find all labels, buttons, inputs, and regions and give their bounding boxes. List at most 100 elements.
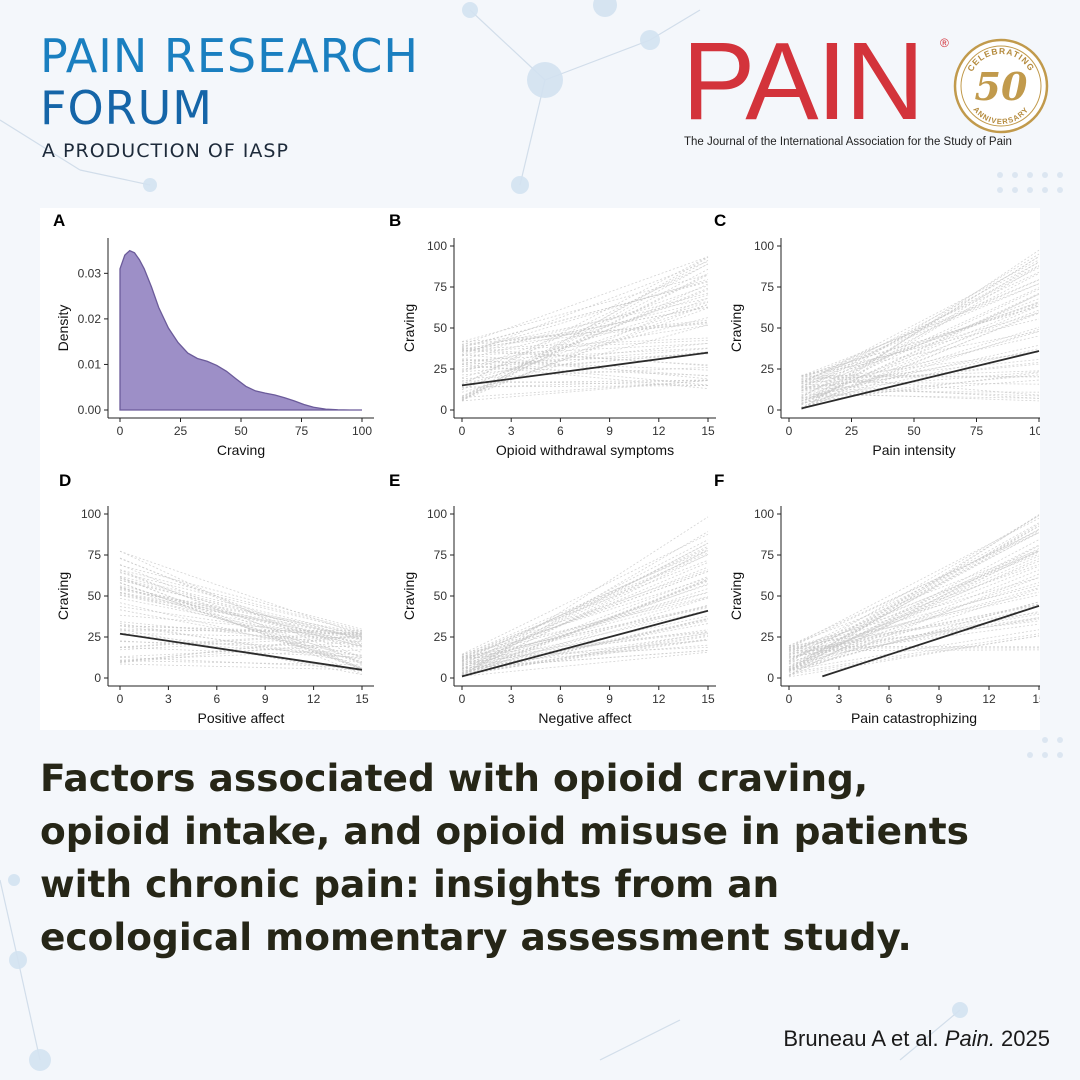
citation: Bruneau A et al. Pain. 2025 bbox=[783, 1026, 1050, 1052]
individual-slope-line bbox=[119, 614, 363, 636]
x-tick-label: 3 bbox=[508, 424, 515, 438]
individual-slope-line bbox=[788, 573, 1040, 677]
individual-slope-line bbox=[461, 263, 709, 400]
individual-slope-line bbox=[119, 550, 363, 636]
individual-slope-line bbox=[461, 571, 709, 662]
y-tick-label: 0.03 bbox=[78, 266, 102, 280]
x-tick-label: 15 bbox=[701, 424, 715, 438]
individual-slope-line bbox=[119, 550, 363, 665]
x-tick-label: 12 bbox=[652, 424, 666, 438]
article-headline[interactable]: Factors associated with opioid craving, … bbox=[40, 752, 1040, 964]
individual-slope-line bbox=[801, 309, 1040, 402]
y-tick-label: 100 bbox=[427, 507, 447, 521]
individual-slope-line bbox=[801, 279, 1040, 383]
individual-slope-line bbox=[461, 549, 709, 656]
forum-title-line2: FORUM bbox=[40, 81, 213, 135]
individual-slope-line bbox=[801, 312, 1040, 408]
individual-slope-line bbox=[119, 575, 363, 637]
individual-slope-line bbox=[461, 379, 709, 384]
citation-year: 2025 bbox=[994, 1026, 1050, 1051]
x-tick-label: 75 bbox=[970, 424, 984, 438]
x-tick-label: 0 bbox=[786, 424, 793, 438]
individual-slope-line bbox=[461, 591, 709, 659]
x-tick-label: 12 bbox=[982, 692, 996, 706]
x-tick-label: 0 bbox=[117, 424, 124, 438]
panel-f: F 0 3 6 9 12 15 0 25 50 75 100 Pain catastrophizing C… bbox=[714, 471, 1040, 726]
individual-slope-line bbox=[461, 553, 709, 674]
individual-slope-line bbox=[461, 349, 709, 366]
individual-slope-line bbox=[461, 569, 709, 657]
individual-slope-line bbox=[801, 328, 1040, 409]
panel-d: D 0 3 6 9 12 15 0 25 50 75 100 Positive affect Cravin… bbox=[55, 471, 374, 726]
y-tick-label: 0 bbox=[440, 671, 447, 685]
individual-slope-line bbox=[461, 306, 709, 352]
individual-slope-line bbox=[119, 569, 363, 632]
individual-slope-line bbox=[801, 264, 1040, 392]
individual-slope-line bbox=[461, 584, 709, 667]
x-tick-label: 9 bbox=[262, 692, 269, 706]
individual-slope-line bbox=[461, 366, 709, 380]
panel-a: A 0 25 50 75 100 0.00 0.01 0.02 0.03 Craving Densit… bbox=[53, 211, 374, 458]
individual-slope-line bbox=[801, 287, 1040, 397]
individual-slope-line bbox=[788, 550, 1040, 676]
individual-slope-line bbox=[461, 343, 709, 357]
anniversary-seal-icon: CELEBRATING ANNIVERSARY 50 bbox=[953, 38, 1049, 134]
individual-slope-line bbox=[461, 278, 709, 354]
individual-slope-line bbox=[788, 620, 1040, 651]
x-tick-label: 0 bbox=[459, 424, 466, 438]
x-tick-label: 9 bbox=[606, 424, 613, 438]
individual-slope-line bbox=[801, 303, 1040, 402]
individual-slope-line bbox=[788, 539, 1040, 673]
individual-slope-line bbox=[801, 265, 1040, 410]
individual-slope-line bbox=[461, 546, 709, 662]
individual-slope-line bbox=[461, 283, 709, 397]
individual-slope-line bbox=[461, 324, 709, 365]
individual-slope-line bbox=[461, 324, 709, 393]
y-tick-label: 0.02 bbox=[78, 312, 102, 326]
x-tick-label: 100 bbox=[1029, 424, 1040, 438]
individual-slope-line bbox=[788, 569, 1040, 671]
individual-slope-line bbox=[461, 583, 709, 673]
y-tick-label: 25 bbox=[434, 362, 448, 376]
individual-slope-line bbox=[801, 390, 1040, 393]
fixed-effect-line bbox=[119, 632, 363, 671]
individual-slope-line bbox=[801, 305, 1040, 377]
individual-slope-line bbox=[119, 585, 363, 645]
x-tick-label: 3 bbox=[836, 692, 843, 706]
individual-slope-line bbox=[119, 649, 363, 661]
y-tick-label: 75 bbox=[761, 548, 775, 562]
individual-slope-line bbox=[119, 606, 363, 643]
individual-slope-line bbox=[461, 280, 709, 348]
individual-slope-line bbox=[461, 552, 709, 658]
individual-slope-line bbox=[801, 279, 1040, 379]
individual-slope-line bbox=[788, 577, 1040, 671]
forum-title-line1: PAIN RESEARCH bbox=[40, 29, 420, 83]
y-tick-label: 0.01 bbox=[78, 357, 102, 371]
pain-journal-logo[interactable]: PAIN ® CELEBRATING ANNIVERSARY 50 The Jo… bbox=[682, 27, 1052, 157]
individual-slope-line bbox=[801, 318, 1040, 377]
individual-slope-line bbox=[801, 256, 1040, 406]
individual-slope-line bbox=[461, 629, 709, 664]
y-tick-label: 100 bbox=[81, 507, 101, 521]
x-tick-label: 12 bbox=[652, 692, 666, 706]
x-tick-label: 9 bbox=[606, 692, 613, 706]
individual-slope-line bbox=[461, 353, 709, 373]
individual-slope-line bbox=[788, 532, 1040, 647]
x-tick-label: 3 bbox=[508, 692, 515, 706]
y-tick-label: 100 bbox=[427, 239, 447, 253]
pain-research-forum-logo[interactable]: PAIN RESEARCH FORUM A PRODUCTION OF IASP bbox=[40, 30, 419, 162]
individual-slope-line bbox=[788, 545, 1040, 676]
individual-slope-line bbox=[788, 515, 1040, 661]
x-tick-label: 6 bbox=[557, 692, 564, 706]
panel-c: C 0 25 50 75 100 0 25 50 75 100 Pain intensity Cravi… bbox=[714, 211, 1040, 458]
individual-slope-line bbox=[788, 529, 1040, 655]
y-tick-label: 25 bbox=[761, 362, 775, 376]
individual-slope-line bbox=[119, 631, 363, 648]
individual-slope-line bbox=[461, 533, 709, 655]
individual-slope-line bbox=[461, 263, 709, 386]
x-axis-label: Negative affect bbox=[538, 710, 631, 726]
multi-panel-chart: A 0 25 50 75 100 0.00 0.01 0.02 0.03 Craving Densit… bbox=[53, 211, 1040, 726]
individual-slope-line bbox=[461, 566, 709, 664]
y-tick-label: 0.00 bbox=[78, 403, 102, 417]
x-axis-label: Craving bbox=[217, 442, 265, 458]
